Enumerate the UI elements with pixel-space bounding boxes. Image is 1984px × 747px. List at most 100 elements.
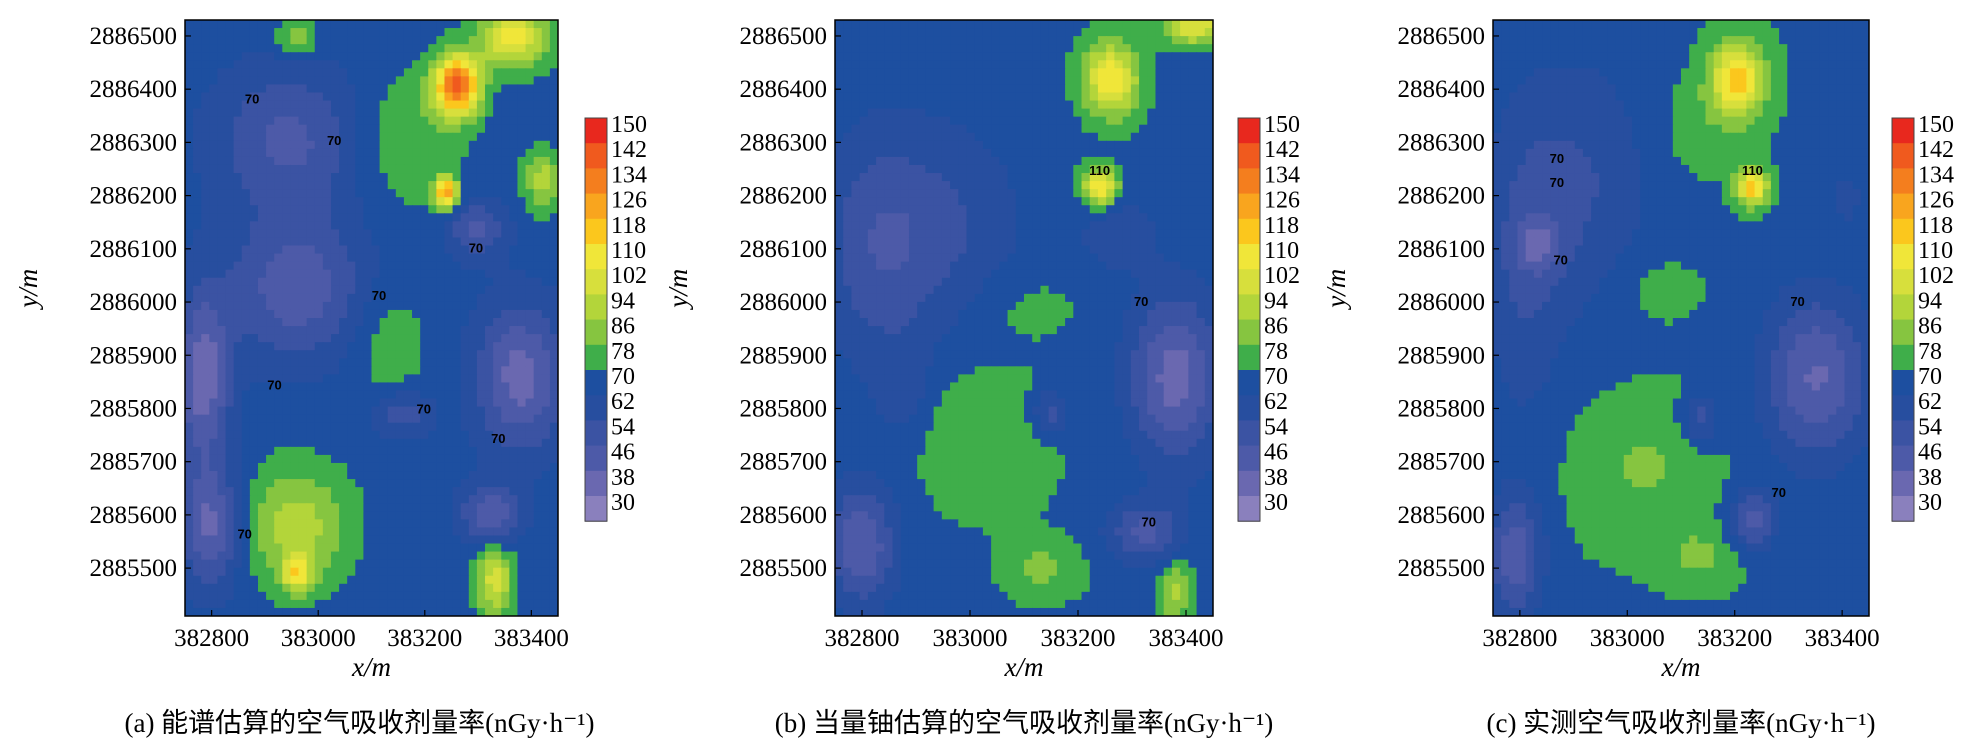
heatmap-cell — [453, 382, 462, 391]
heatmap-cell — [363, 52, 372, 61]
heatmap-cell — [509, 197, 518, 206]
heatmap-cell — [331, 157, 340, 166]
heatmap-cell — [290, 560, 299, 569]
heatmap-cell — [493, 342, 502, 351]
heatmap-cell — [1098, 237, 1107, 246]
heatmap-cell — [501, 213, 510, 222]
heatmap-cell — [884, 157, 893, 166]
heatmap-cell — [1024, 173, 1033, 182]
heatmap-cell — [876, 229, 885, 238]
heatmap-cell — [282, 342, 291, 351]
heatmap-cell — [1172, 254, 1181, 263]
heatmap-cell — [958, 20, 967, 29]
heatmap-cell — [372, 447, 381, 456]
heatmap-cell — [299, 310, 308, 319]
heatmap-cell — [274, 197, 283, 206]
heatmap-cell — [258, 286, 267, 295]
heatmap-cell — [1123, 109, 1132, 118]
heatmap-cell — [323, 390, 332, 399]
heatmap-cell — [453, 173, 462, 182]
heatmap-cell — [1188, 20, 1197, 29]
y-tick-label: 2886000 — [90, 289, 178, 316]
heatmap-cell — [185, 560, 194, 569]
heatmap-cell — [493, 125, 502, 134]
heatmap-cell — [461, 141, 470, 150]
heatmap-cell — [991, 52, 1000, 61]
heatmap-cell — [404, 213, 413, 222]
heatmap-cell — [266, 213, 275, 222]
heatmap-cell — [185, 471, 194, 480]
heatmap-cell — [469, 407, 478, 416]
heatmap-cell — [226, 374, 235, 383]
heatmap-cell — [209, 576, 218, 585]
heatmap-cell — [477, 213, 486, 222]
heatmap-cell — [315, 374, 324, 383]
heatmap-cell — [542, 149, 551, 158]
heatmap-cell — [509, 527, 518, 536]
heatmap-cell — [1065, 213, 1074, 222]
heatmap-cell — [1164, 117, 1173, 126]
heatmap-cell — [444, 197, 453, 206]
heatmap-cell — [444, 439, 453, 448]
heatmap-cell — [477, 28, 486, 37]
heatmap-cell — [396, 535, 405, 544]
heatmap-cell — [975, 189, 984, 198]
heatmap-cell — [884, 165, 893, 174]
heatmap-cell — [1016, 52, 1025, 61]
heatmap-cell — [1098, 149, 1107, 158]
heatmap-cell — [835, 189, 844, 198]
heatmap-cell — [493, 197, 502, 206]
heatmap-cell — [542, 552, 551, 561]
heatmap-cell — [363, 399, 372, 408]
heatmap-cell — [355, 278, 364, 287]
heatmap-cell — [436, 52, 445, 61]
heatmap-cell — [542, 487, 551, 496]
heatmap-cell — [477, 495, 486, 504]
heatmap-cell — [477, 455, 486, 464]
heatmap-cell — [209, 221, 218, 230]
heatmap-cell — [428, 310, 437, 319]
heatmap-cell — [217, 390, 226, 399]
heatmap-cell — [226, 342, 235, 351]
heatmap-cell — [355, 117, 364, 126]
heatmap-cell — [469, 471, 478, 480]
heatmap-cell — [517, 487, 526, 496]
heatmap-cell — [420, 229, 429, 238]
heatmap-cell — [893, 181, 902, 190]
heatmap-cell — [477, 535, 486, 544]
heatmap-cell — [282, 173, 291, 182]
heatmap-cell — [201, 28, 210, 37]
heatmap-cell — [380, 28, 389, 37]
heatmap-cell — [1139, 92, 1148, 101]
heatmap-cell — [282, 576, 291, 585]
heatmap-cell — [258, 165, 267, 174]
heatmap-cell — [404, 294, 413, 303]
heatmap-cell — [509, 36, 518, 45]
heatmap-cell — [1114, 173, 1123, 182]
heatmap-cell — [217, 366, 226, 375]
heatmap-cell — [1049, 246, 1058, 255]
heatmap-cell — [217, 326, 226, 335]
heatmap-cell — [185, 382, 194, 391]
heatmap-cell — [1155, 44, 1164, 53]
heatmap-cell — [250, 439, 259, 448]
heatmap-cell — [290, 366, 299, 375]
heatmap-cell — [534, 334, 543, 343]
heatmap-cell — [436, 382, 445, 391]
heatmap-cell — [860, 237, 869, 246]
heatmap-cell — [420, 358, 429, 367]
heatmap-cell — [380, 560, 389, 569]
heatmap-cell — [299, 366, 308, 375]
heatmap-cell — [372, 221, 381, 230]
heatmap-cell — [258, 36, 267, 45]
heatmap-cell — [1073, 28, 1082, 37]
heatmap-cell — [201, 20, 210, 29]
heatmap-cell — [534, 350, 543, 359]
heatmap-cell — [469, 342, 478, 351]
heatmap-cell — [193, 479, 202, 488]
heatmap-cell — [331, 28, 340, 37]
colorbar-swatch — [585, 219, 607, 245]
heatmap-cell — [315, 125, 324, 134]
heatmap-cell — [380, 552, 389, 561]
heatmap-cell — [868, 189, 877, 198]
